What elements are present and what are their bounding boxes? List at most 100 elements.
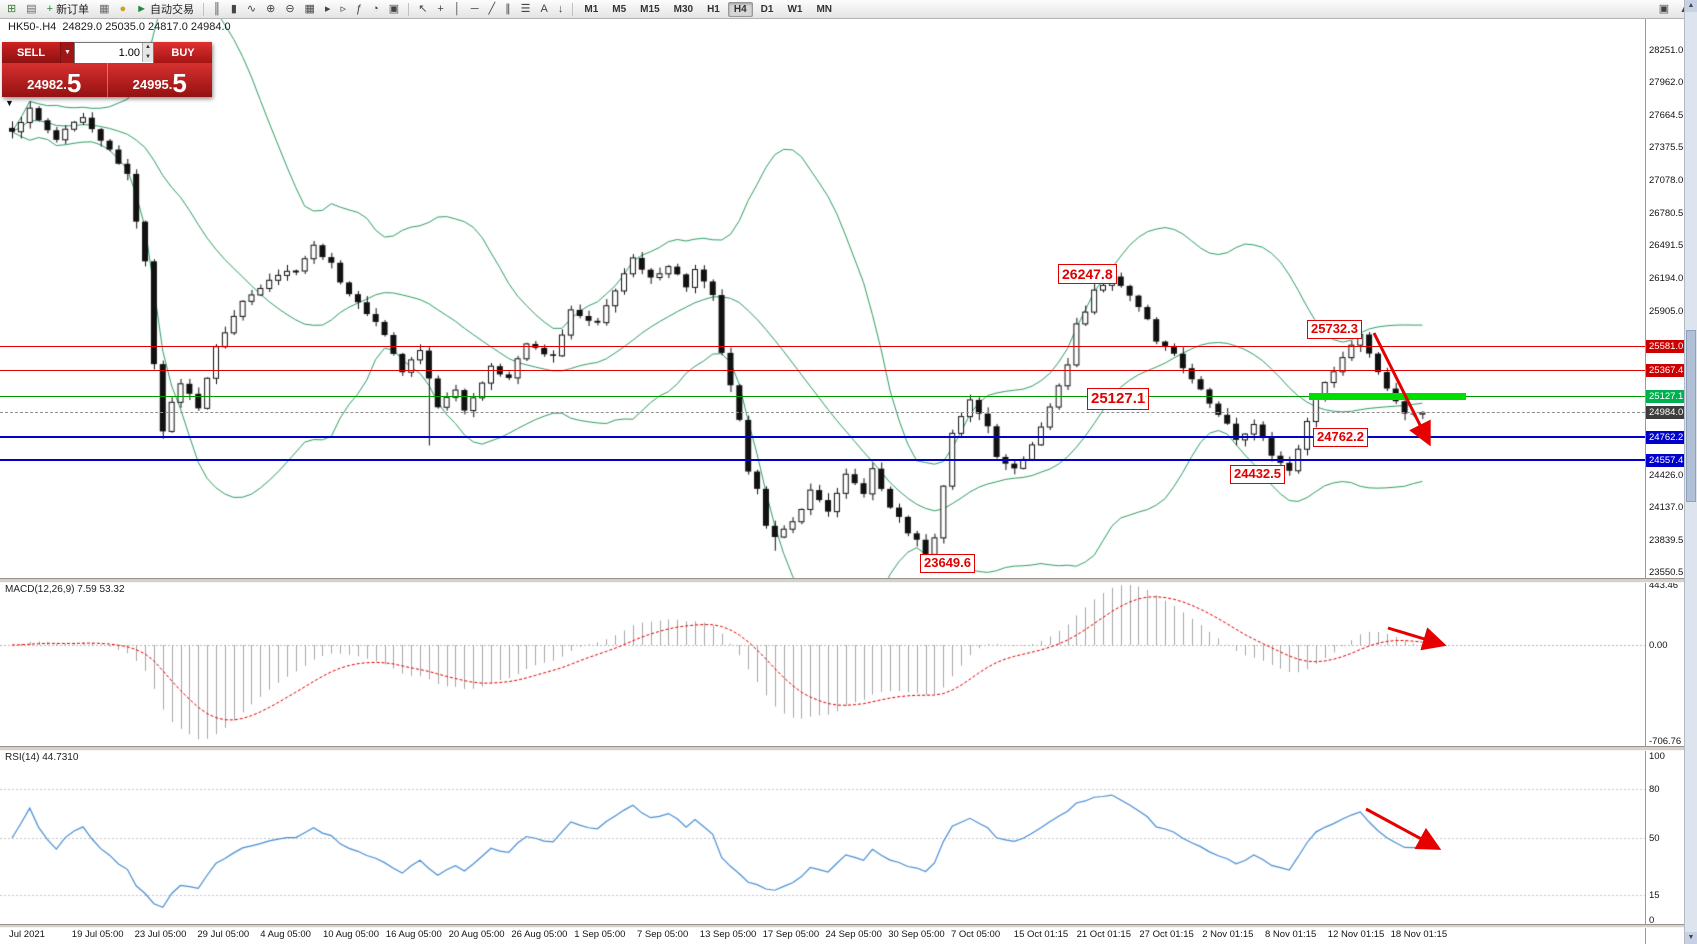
volume-increase-button[interactable]: ▲ — [142, 43, 153, 53]
time-axis-label: 8 Nov 01:15 — [1265, 929, 1317, 940]
period-menu-icon: ◔ — [372, 2, 379, 15]
new-chart-button[interactable]: ⊞ — [3, 1, 20, 18]
templates-button[interactable]: ▣ — [385, 1, 403, 18]
timeframe-m30-button[interactable]: M30 — [673, 3, 694, 15]
macd-axis-label: -706.76 — [1649, 736, 1682, 747]
cursor-button[interactable]: ↖ — [414, 1, 431, 18]
price-annotation[interactable]: 23649.6 — [920, 554, 975, 573]
horizontal-line-24984[interactable] — [0, 411, 1645, 413]
indicators-button[interactable]: ƒ — [352, 1, 366, 18]
horizontal-line-25581[interactable] — [0, 346, 1645, 347]
time-axis-label: 29 Jul 05:00 — [197, 929, 250, 940]
crosshair-icon: + — [437, 2, 444, 15]
order-type-dropdown[interactable]: ▼ — [60, 42, 74, 63]
order-price-row: 24982. 5 24995. 5 — [2, 63, 212, 97]
macd-axis-label: 443.46 — [1649, 580, 1679, 591]
time-axis-label: 27 Oct 01:15 — [1139, 929, 1194, 940]
chart-shift-icon: ▹ — [340, 2, 346, 15]
timeframe-m1-button[interactable]: M1 — [584, 3, 599, 15]
zoom-in-button[interactable]: ⊕ — [262, 1, 279, 18]
scrollbar-thumb[interactable] — [1686, 330, 1696, 502]
timeframe-d1-button[interactable]: D1 — [760, 3, 774, 15]
time-axis-label: 19 Jul 05:00 — [71, 929, 124, 940]
autotrading-button[interactable]: ► 自动交易 — [132, 1, 198, 18]
scrollbar-up-arrow[interactable]: ▲ — [1685, 0, 1697, 12]
horizontal-line-button[interactable]: ─ — [467, 1, 483, 18]
timeframe-mn-button[interactable]: MN — [816, 3, 833, 15]
history-center-button[interactable]: ▦ — [95, 1, 113, 18]
new-order-button[interactable]: + 新订单 — [43, 1, 93, 18]
buy-price-display[interactable]: 24995. 5 — [106, 63, 213, 97]
line-chart-button[interactable]: ∿ — [243, 1, 260, 18]
profiles-icon: ▤ — [26, 2, 37, 15]
arrow-objects-button[interactable]: ↓ — [554, 1, 568, 18]
price-axis-tick: 25905.0 — [1649, 305, 1684, 317]
scrollbar-down-arrow[interactable]: ▼ — [1685, 932, 1697, 944]
price-annotation[interactable]: 24432.5 — [1230, 465, 1285, 484]
rsi-axis-label: 50 — [1649, 833, 1660, 844]
profiles-button[interactable]: ▤ — [22, 1, 40, 18]
dock-window-icon: ▣ — [1658, 2, 1670, 15]
vertical-scrollbar[interactable]: ▲ ▼ — [1684, 0, 1697, 944]
price-axis-tick: 26194.0 — [1649, 273, 1684, 285]
toolbar-separator — [408, 2, 410, 16]
alerts-button[interactable]: ● — [115, 1, 130, 18]
vertical-line-button[interactable]: │ — [450, 1, 465, 18]
fibonacci-button[interactable]: ☰ — [517, 1, 535, 18]
time-axis-label: 18 Nov 01:15 — [1390, 929, 1448, 940]
volume-input[interactable] — [75, 43, 153, 63]
timeframe-h4-button[interactable]: H4 — [727, 1, 753, 17]
history-center-icon: ▦ — [99, 2, 110, 15]
price-axis-tick: 26491.5 — [1649, 240, 1684, 252]
panel-separator[interactable] — [0, 746, 1685, 751]
dock-window-button[interactable]: ▣ — [1655, 1, 1673, 18]
price-annotation[interactable]: 24762.2 — [1313, 428, 1368, 447]
price-axis-tick: 26780.5 — [1649, 208, 1684, 220]
buy-button[interactable]: BUY — [154, 42, 212, 63]
chart-shift-button[interactable]: ▹ — [336, 1, 350, 18]
horizontal-line-25367.4[interactable] — [0, 369, 1645, 371]
toolbar-separator — [203, 2, 205, 16]
toolbar-separator — [572, 2, 574, 16]
green-highlight-segment[interactable] — [1309, 393, 1466, 401]
sell-button[interactable]: SELL — [2, 42, 60, 63]
horizontal-line-24557.4[interactable] — [0, 459, 1645, 462]
rsi-axis-label: 15 — [1649, 890, 1660, 902]
auto-scroll-button[interactable]: ▸ — [321, 1, 335, 18]
trendline-button[interactable]: ╱ — [485, 1, 500, 18]
bar-chart-icon: ║ — [213, 2, 221, 15]
price-axis — [1645, 18, 1686, 944]
horizontal-line-24762.2[interactable] — [0, 436, 1645, 439]
timeframe-w1-button[interactable]: W1 — [787, 3, 803, 15]
panel-separator[interactable] — [0, 578, 1685, 583]
time-axis-label: 7 Oct 05:00 — [951, 929, 1001, 940]
zoom-out-button[interactable]: ⊖ — [281, 1, 298, 18]
one-click-collapse-button[interactable]: ▼ — [5, 98, 14, 108]
panel-separator[interactable] — [0, 924, 1685, 928]
timeframe-m5-button[interactable]: M5 — [612, 3, 627, 15]
horizontal-line-25127.1[interactable] — [0, 396, 1645, 398]
price-axis-tick: 23839.5 — [1649, 534, 1684, 546]
timeframe-m15-button[interactable]: M15 — [640, 3, 660, 15]
price-annotation[interactable]: 25127.1 — [1087, 388, 1150, 410]
bar-chart-button[interactable]: ║ — [209, 1, 225, 18]
price-annotation[interactable]: 25732.3 — [1307, 320, 1362, 339]
equidistant-channel-button[interactable]: ∥ — [501, 1, 515, 18]
sell-price-display[interactable]: 24982. 5 — [2, 63, 107, 97]
price-annotation[interactable]: 26247.8 — [1058, 264, 1117, 285]
text-label-button[interactable]: A — [537, 1, 552, 18]
rsi-axis-label: 100 — [1649, 751, 1665, 762]
horizontal-line-icon: ─ — [470, 2, 479, 15]
time-axis-label: 21 Oct 01:15 — [1076, 929, 1131, 940]
period-menu-button[interactable]: ◔ — [368, 1, 383, 18]
crosshair-button[interactable]: + — [433, 1, 447, 18]
timeframe-h1-button[interactable]: H1 — [707, 3, 720, 15]
fibonacci-icon: ☰ — [520, 2, 531, 15]
time-axis-label: 23 Jul 05:00 — [134, 929, 187, 940]
candlestick-chart-button[interactable]: ▮ — [227, 1, 241, 18]
price-axis-tick: 27375.5 — [1649, 142, 1684, 154]
templates-icon: ▣ — [388, 2, 400, 15]
volume-decrease-button[interactable]: ▼ — [142, 52, 153, 62]
tile-windows-button[interactable]: ▦ — [301, 1, 319, 18]
